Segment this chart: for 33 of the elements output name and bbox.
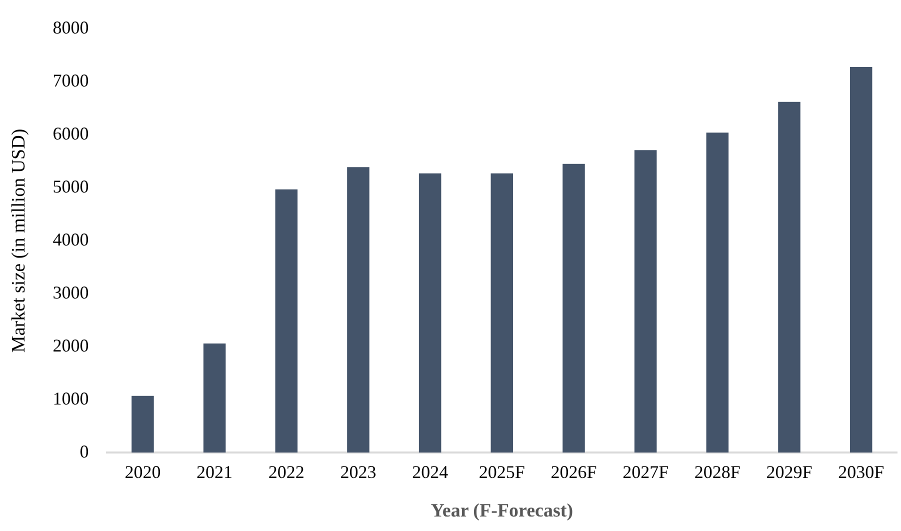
bar xyxy=(275,189,298,453)
y-tick-label: 1000 xyxy=(52,388,89,408)
y-tick-label: 7000 xyxy=(52,70,89,91)
x-axis-title: Year (F-Forecast) xyxy=(430,500,574,522)
x-tick-label: 2030F xyxy=(838,462,884,482)
y-tick-label: 8000 xyxy=(52,18,89,38)
y-axis-title: Market size (in million USD) xyxy=(8,128,30,353)
bar xyxy=(778,102,800,453)
bar xyxy=(634,150,657,453)
bar xyxy=(706,132,729,453)
x-tick-label: 2024 xyxy=(412,462,448,482)
x-tick-label: 2021 xyxy=(196,462,233,482)
x-tick-label: 2022 xyxy=(268,462,304,482)
bar xyxy=(203,343,226,453)
x-tick-label: 2027F xyxy=(622,462,669,482)
y-tick-label: 5000 xyxy=(52,176,89,196)
y-tick-label: 6000 xyxy=(52,123,89,144)
bar xyxy=(418,173,442,453)
bar xyxy=(850,66,872,453)
x-tick-label: 2028F xyxy=(694,462,740,482)
y-tick-label: 0 xyxy=(80,441,89,462)
bar xyxy=(490,173,514,453)
x-tick-label: 2025F xyxy=(478,462,525,482)
x-tick-label: 2026F xyxy=(550,462,597,482)
y-tick-label: 4000 xyxy=(52,229,89,250)
bar xyxy=(562,164,585,453)
bar xyxy=(132,396,154,453)
x-tick-label: 2020 xyxy=(124,462,161,482)
y-tick-label: 2000 xyxy=(52,335,89,356)
x-tick-label: 2023 xyxy=(340,462,376,482)
x-tick-label: 2029F xyxy=(766,462,812,482)
bar xyxy=(347,167,370,453)
y-tick-label: 3000 xyxy=(52,282,89,302)
